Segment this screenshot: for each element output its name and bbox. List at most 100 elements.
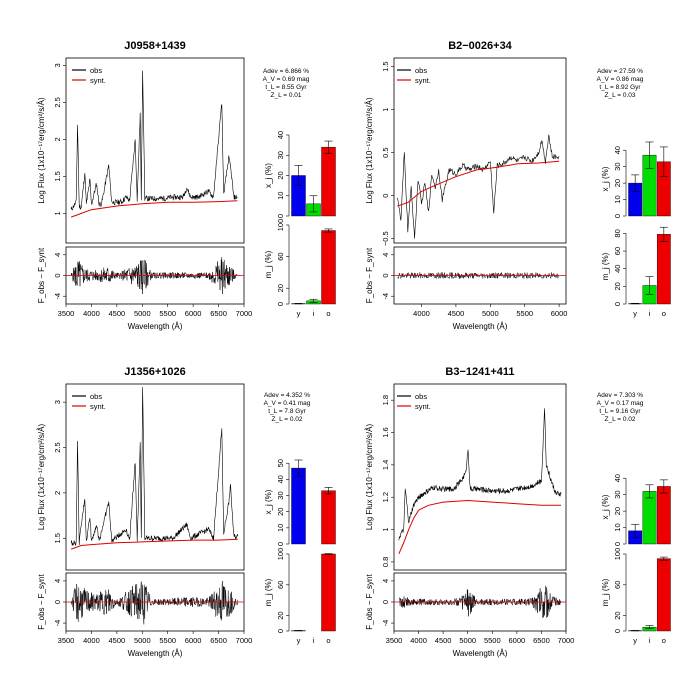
y-tick-label: 0.8 [381,557,390,567]
bar-category-label: y [297,309,301,318]
fit-stat: A_V = 0.69 mag [263,76,310,83]
y-tick-label: 1.5 [53,533,62,543]
legend-synt-label: synt. [90,76,106,85]
fit-stat: Z_L = 0.02 [271,416,302,423]
x-tick-label: 5500 [484,636,501,645]
fit-stat: Z_L = 0.02 [604,416,635,423]
res-y-tick-label: 0 [53,273,62,277]
res-y-tick-label: 4 [53,253,62,257]
x-tick-label: 5000 [134,309,151,318]
x-axis-label: Wavelength (Å) [128,649,183,658]
res-y-tick-label: -4 [53,620,62,627]
m-y-tick-label: 100 [276,548,285,561]
x-axis-label: x_j (%) [601,494,610,519]
x-y-tick-label: 20 [276,171,285,179]
x-tick-label: 3500 [386,636,403,645]
m-bar-o [321,230,336,305]
m-y-tick-label: 0 [613,302,622,306]
bar-category-label: i [649,636,651,645]
m-bar-o [656,558,671,632]
x-tick-label: 6000 [185,636,202,645]
synt-spectrum-line [70,538,238,550]
m-axis-label: m_j (%) [601,252,610,280]
legend-synt-label: synt. [90,402,106,411]
y-tick-label: 1.2 [381,492,390,502]
y-tick-label: 3 [53,63,62,67]
fit-stat: Adev = 6.866 % [263,68,309,75]
x-tick-label: 5500 [159,309,176,318]
bar-category-label: i [313,309,315,318]
x-tick-label: 7000 [558,636,575,645]
legend-obs-label: obs [90,392,102,401]
fit-stat: t_L = 7.8 Gyr [268,408,306,415]
fit-stat: A_V = 0.17 mag [597,400,644,407]
x-bar-y [291,467,306,545]
m-bar-o [656,234,671,305]
x-axis-label: Wavelength (Å) [453,649,508,658]
obs-spectrum-line [70,387,239,547]
y-tick-label: 2 [53,491,62,495]
legend-obs-label: obs [90,66,102,75]
x-y-tick-label: 50 [276,459,285,467]
x-y-tick-label: 40 [613,146,622,154]
m-y-tick-label: 20 [276,284,285,292]
fit-stat: Z_L = 0.03 [604,92,635,99]
m-y-tick-label: 100 [276,219,285,232]
panel-title: J0958+1439 [124,40,185,52]
x-tick-label: 4000 [413,309,430,318]
x-axis-label: Wavelength (Å) [128,322,183,331]
m-y-tick-label: 60 [613,247,622,255]
y-tick-label: 1.6 [381,427,390,437]
y-tick-label: 1.5 [53,171,62,181]
fit-stat: Adev = 4.352 % [264,392,310,399]
x-tick-label: 4000 [83,636,100,645]
res-y-tick-label: 4 [381,579,390,583]
res-y-tick-label: 4 [53,579,62,583]
x-y-tick-label: 20 [613,179,622,187]
m-y-tick-label: 60 [613,581,622,589]
y-tick-label: 3 [53,400,62,404]
residual-axis-label: F_obs − F_synt [37,574,46,630]
x-y-tick-label: 30 [613,162,622,170]
x-tick-label: 6000 [551,309,568,318]
x-y-tick-label: 10 [613,195,622,203]
m-axis-label: m_j (%) [601,578,610,606]
m-y-tick-label: 60 [276,581,285,589]
panel-title: B2−0026+34 [448,40,512,52]
residual-axis-label: F_obs − F_synt [365,574,374,630]
x-y-tick-label: 20 [276,508,285,516]
residual-line [70,580,238,625]
y-tick-label: 2.5 [53,97,62,107]
m-y-tick-label: 60 [276,252,285,260]
res-y-tick-label: 0 [381,273,390,277]
y-axis-label: Log Flux (1x10⁻¹⁷erg/cm²/s/Å) [365,424,374,531]
panel-title: J1356+1026 [124,366,185,378]
y-tick-label: 1.5 [381,61,390,71]
x-y-tick-label: 0 [613,542,622,546]
x-y-tick-label: 0 [276,542,285,546]
y-tick-label: 1 [381,108,390,112]
x-axis-label: Wavelength (Å) [453,322,508,331]
m-axis-label: m_j (%) [264,250,273,278]
x-y-tick-label: 30 [276,151,285,159]
res-y-tick-label: -4 [381,620,390,627]
x-bar-o [656,486,671,545]
x-tick-label: 4500 [435,636,452,645]
legend-synt-label: synt. [415,402,431,411]
synt-spectrum-line [397,160,560,207]
x-tick-label: 3500 [58,309,75,318]
x-tick-label: 5500 [159,636,176,645]
legend-obs-label: obs [415,392,427,401]
x-tick-label: 5000 [482,309,499,318]
x-tick-label: 4500 [109,309,126,318]
residual-line [397,271,559,280]
x-bar-i [642,491,657,545]
y-tick-label: 2 [53,137,62,141]
fit-stat: t_L = 8.55 Gyr [265,84,307,91]
y-tick-label: 0 [381,194,390,198]
